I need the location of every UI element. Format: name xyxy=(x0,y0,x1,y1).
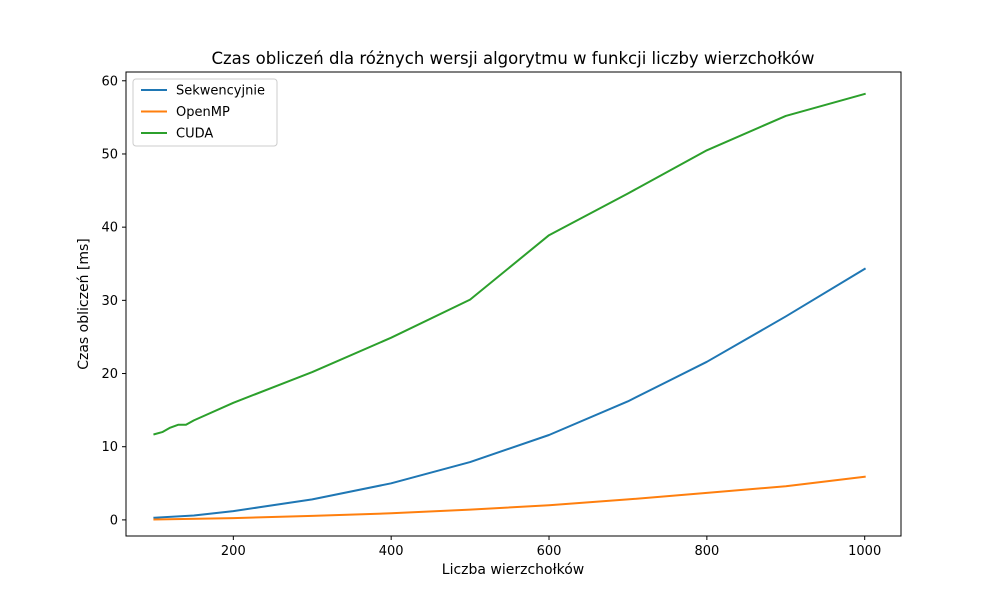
legend: Sekwencyjnie OpenMP CUDA xyxy=(132,78,278,147)
x-axis-label: Liczba wierzchołków xyxy=(442,562,584,578)
plot-frame xyxy=(125,71,902,537)
series-line-1 xyxy=(153,475,866,521)
legend-box xyxy=(132,78,278,147)
y-tick-label: 50 xyxy=(101,147,118,162)
y-tick-label: 30 xyxy=(101,294,118,309)
series-line-2 xyxy=(153,92,866,436)
x-tick-label: 600 xyxy=(537,544,562,559)
y-tick-label: 20 xyxy=(101,367,118,382)
y-tick-label: 40 xyxy=(101,221,118,236)
y-axis-label: Czas obliczeń [ms] xyxy=(76,238,92,370)
y-tick-label: 10 xyxy=(101,440,118,455)
legend-label-0: Sekwencyjnie xyxy=(176,84,265,99)
x-tick-label: 800 xyxy=(694,544,719,559)
y-tick-label: 0 xyxy=(110,513,118,528)
plot-area xyxy=(153,92,867,521)
series-line-0 xyxy=(153,267,867,519)
x-tick-label: 1000 xyxy=(848,544,881,559)
chart-title: Czas obliczeń dla różnych wersji algoryt… xyxy=(212,49,815,68)
y-tick-label: 60 xyxy=(101,74,118,89)
x-tick-label: 200 xyxy=(221,544,246,559)
legend-label-2: CUDA xyxy=(176,127,213,142)
axis-ticks: 200 400 600 800 1000 0 10 20 30 40 50 60 xyxy=(101,74,881,559)
x-tick-label: 400 xyxy=(379,544,404,559)
legend-label-1: OpenMP xyxy=(176,105,230,120)
